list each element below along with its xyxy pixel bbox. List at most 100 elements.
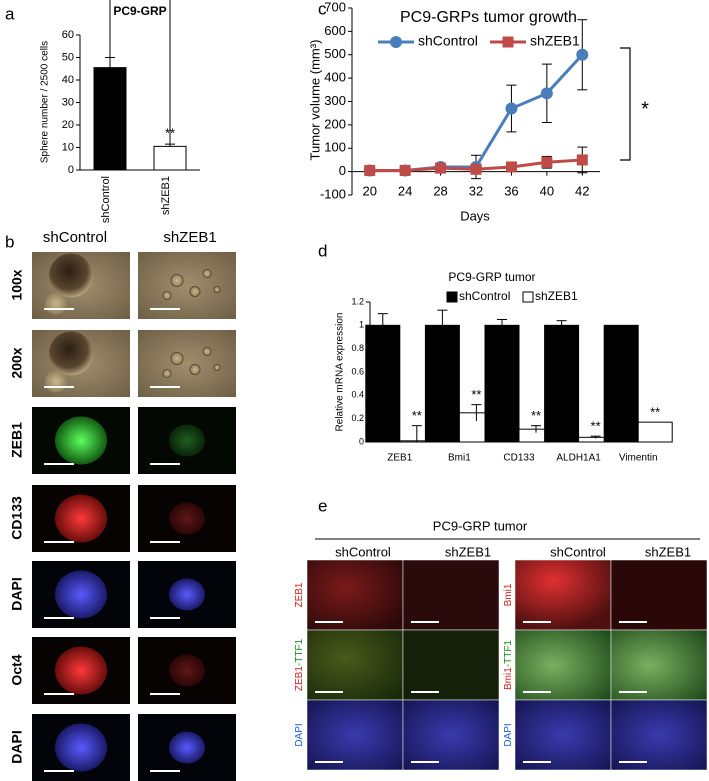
sphere bbox=[162, 291, 172, 300]
marker bbox=[435, 162, 447, 174]
legend-marker bbox=[502, 36, 514, 48]
row-label-part: Bmi1 bbox=[503, 583, 514, 606]
annotation: * bbox=[641, 98, 649, 120]
bar bbox=[365, 324, 401, 443]
y-tick-label: 20 bbox=[62, 119, 74, 131]
image-background bbox=[138, 330, 236, 397]
panel-label: b bbox=[5, 232, 14, 251]
y-tick-label: 60 bbox=[62, 29, 74, 41]
row-label: Bmi1-TTF1 bbox=[503, 640, 514, 690]
panel-label: c bbox=[318, 0, 327, 18]
y-tick-label: 0.6 bbox=[351, 366, 364, 376]
micrograph bbox=[32, 637, 130, 704]
row-label: Bmi1 bbox=[503, 583, 514, 606]
tissue-section bbox=[306, 559, 404, 631]
y-tick-label: 100 bbox=[324, 140, 346, 155]
y-axis-label: Tumor volume (mm³) bbox=[307, 40, 322, 161]
tissue-section bbox=[402, 559, 500, 631]
y-tick-label: 1.2 bbox=[351, 296, 364, 306]
x-tick-label: 20 bbox=[362, 183, 376, 198]
sphere bbox=[162, 369, 172, 378]
sphere bbox=[45, 370, 67, 393]
annotation: ** bbox=[650, 405, 660, 420]
column-label: shControl bbox=[335, 544, 391, 559]
bar bbox=[93, 67, 127, 171]
y-axis-label: Relative mRNA expression bbox=[335, 313, 346, 432]
bar bbox=[544, 324, 580, 443]
marker bbox=[505, 102, 518, 115]
row-label: DAPI bbox=[503, 723, 514, 746]
cell-cluster bbox=[55, 570, 107, 619]
tissue-image bbox=[402, 699, 500, 771]
micrograph bbox=[138, 561, 236, 628]
tissue-section bbox=[306, 629, 404, 701]
y-tick-label: 0 bbox=[359, 436, 364, 446]
row-label: Oct4 bbox=[9, 654, 25, 685]
y-tick-label: 0 bbox=[339, 163, 346, 178]
legend-label: shControl bbox=[459, 289, 510, 303]
legend-label: shControl bbox=[418, 33, 478, 49]
x-tick-label: shZEB1 bbox=[160, 176, 172, 215]
sphere bbox=[170, 352, 184, 365]
y-tick-label: 50 bbox=[62, 51, 74, 63]
annotation: ** bbox=[531, 408, 541, 423]
micrograph bbox=[32, 407, 130, 474]
y-tick-label: 600 bbox=[324, 23, 346, 38]
legend-label: shZEB1 bbox=[530, 33, 580, 49]
tissue-section bbox=[610, 629, 708, 701]
micrograph bbox=[138, 330, 236, 397]
legend-marker bbox=[390, 36, 402, 48]
y-tick-label: 700 bbox=[324, 0, 346, 14]
micrograph bbox=[138, 637, 236, 704]
cell-cluster bbox=[169, 502, 205, 535]
chart-title: PC9-GRP tumor bbox=[448, 270, 535, 284]
tissue-image bbox=[402, 629, 500, 701]
y-tick-label: 10 bbox=[62, 141, 74, 153]
cell-cluster bbox=[169, 731, 205, 764]
tissue-image bbox=[306, 629, 404, 701]
x-axis-label: Days bbox=[460, 208, 490, 223]
micrograph bbox=[138, 252, 236, 319]
sphere bbox=[213, 364, 221, 371]
x-tick-label: 28 bbox=[433, 183, 447, 198]
tissue-section bbox=[610, 559, 708, 631]
panel-title: PC9-GRP tumor bbox=[433, 518, 528, 533]
micrograph bbox=[32, 485, 130, 552]
bar bbox=[603, 324, 639, 443]
y-tick-label: 200 bbox=[324, 116, 346, 131]
x-tick-label: 24 bbox=[398, 183, 412, 198]
legend-swatch bbox=[446, 291, 458, 303]
panel-label: d bbox=[318, 241, 327, 260]
sphere bbox=[202, 347, 212, 356]
x-tick-label: shControl bbox=[100, 176, 112, 223]
micrograph bbox=[138, 485, 236, 552]
x-tick-label: Vimentin bbox=[619, 453, 658, 464]
tissue-section bbox=[514, 559, 612, 631]
row-label-part: DAPI bbox=[503, 723, 514, 746]
x-tick-label: CD133 bbox=[503, 453, 535, 464]
annotation: ** bbox=[165, 126, 175, 141]
significance-bracket bbox=[620, 47, 631, 161]
y-tick-label: 0.8 bbox=[351, 343, 364, 353]
cell-cluster bbox=[169, 578, 205, 611]
chart-title: PC9-GRPs tumor growth bbox=[400, 9, 577, 26]
y-axis-label: Sphere number / 2500 cells bbox=[40, 41, 51, 163]
y-tick-label: 400 bbox=[324, 70, 346, 85]
marker bbox=[541, 156, 553, 168]
annotation: ** bbox=[412, 408, 422, 423]
chart-title: PC9-GRP bbox=[113, 4, 166, 18]
cell-cluster bbox=[169, 424, 205, 457]
cell-cluster bbox=[55, 416, 107, 465]
marker bbox=[505, 161, 517, 173]
tissue-image bbox=[514, 699, 612, 771]
tissue-image bbox=[610, 629, 708, 701]
tissue-section bbox=[402, 699, 500, 771]
panel-label: a bbox=[5, 4, 15, 23]
tissue-image bbox=[306, 699, 404, 771]
sphere bbox=[202, 269, 212, 278]
row-label: 100x bbox=[9, 269, 25, 300]
y-tick-label: 0 bbox=[68, 164, 74, 176]
bar bbox=[424, 324, 460, 443]
tissue-image bbox=[610, 559, 708, 631]
